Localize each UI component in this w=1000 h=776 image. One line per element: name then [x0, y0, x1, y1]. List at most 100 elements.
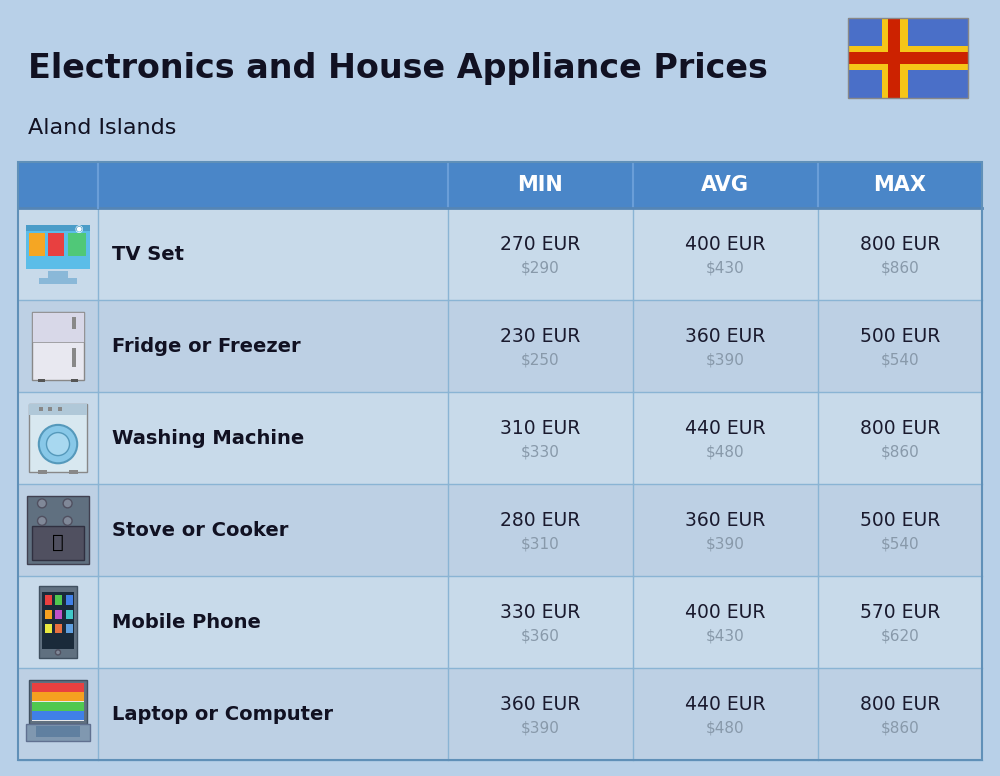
- Bar: [29, 404, 87, 473]
- Text: MIN: MIN: [517, 175, 563, 195]
- Circle shape: [39, 425, 77, 463]
- Text: 360 EUR: 360 EUR: [685, 511, 766, 529]
- Bar: [38, 379, 45, 383]
- Text: Washing Machine: Washing Machine: [112, 428, 304, 448]
- Bar: [18, 300, 982, 392]
- Text: 280 EUR: 280 EUR: [500, 511, 581, 529]
- Circle shape: [63, 516, 72, 525]
- Text: $540: $540: [881, 536, 919, 552]
- Bar: [36, 726, 80, 736]
- Bar: [72, 317, 76, 328]
- Bar: [48, 233, 64, 255]
- Text: 500 EUR: 500 EUR: [860, 327, 940, 345]
- Bar: [42, 591, 74, 649]
- Text: AVG: AVG: [701, 175, 749, 195]
- Text: $290: $290: [521, 261, 560, 275]
- Text: 570 EUR: 570 EUR: [860, 602, 940, 622]
- Text: $390: $390: [521, 720, 560, 736]
- Bar: [32, 692, 84, 702]
- Bar: [26, 225, 90, 269]
- Text: $430: $430: [706, 629, 745, 643]
- Text: $430: $430: [706, 261, 745, 275]
- Text: 360 EUR: 360 EUR: [500, 695, 581, 713]
- Bar: [18, 162, 982, 208]
- Text: $250: $250: [521, 352, 560, 368]
- Bar: [69, 470, 78, 473]
- Text: $480: $480: [706, 720, 745, 736]
- Bar: [848, 18, 968, 98]
- Bar: [45, 624, 52, 633]
- Text: $330: $330: [521, 445, 560, 459]
- Bar: [18, 484, 982, 576]
- Bar: [848, 46, 968, 70]
- Bar: [45, 610, 52, 619]
- Bar: [32, 312, 84, 342]
- Text: 🔥: 🔥: [52, 532, 64, 552]
- Bar: [26, 225, 90, 231]
- Text: 270 EUR: 270 EUR: [500, 234, 581, 254]
- Bar: [66, 595, 73, 605]
- Circle shape: [63, 499, 72, 508]
- Text: MAX: MAX: [874, 175, 926, 195]
- Bar: [32, 526, 84, 560]
- Bar: [18, 576, 982, 668]
- Bar: [55, 610, 62, 619]
- Text: $390: $390: [706, 536, 745, 552]
- Bar: [66, 610, 73, 619]
- Bar: [32, 683, 84, 692]
- Text: Stove or Cooker: Stove or Cooker: [112, 521, 288, 539]
- Bar: [32, 702, 84, 711]
- Text: Fridge or Freezer: Fridge or Freezer: [112, 337, 301, 355]
- Bar: [18, 208, 982, 300]
- Bar: [58, 407, 62, 411]
- Text: 440 EUR: 440 EUR: [685, 418, 766, 438]
- Text: 800 EUR: 800 EUR: [860, 418, 940, 438]
- Text: $480: $480: [706, 445, 745, 459]
- Bar: [48, 407, 52, 411]
- Text: $860: $860: [881, 445, 919, 459]
- Bar: [848, 18, 968, 98]
- Bar: [32, 712, 84, 720]
- Text: $310: $310: [521, 536, 560, 552]
- Text: $540: $540: [881, 352, 919, 368]
- Text: TV Set: TV Set: [112, 244, 184, 264]
- Text: Laptop or Computer: Laptop or Computer: [112, 705, 333, 723]
- Text: $620: $620: [881, 629, 919, 643]
- Text: 330 EUR: 330 EUR: [500, 602, 581, 622]
- Circle shape: [55, 650, 61, 655]
- Bar: [882, 18, 908, 98]
- Bar: [55, 624, 62, 633]
- Bar: [888, 18, 900, 98]
- Text: 400 EUR: 400 EUR: [685, 602, 766, 622]
- Bar: [39, 587, 77, 658]
- Bar: [18, 392, 982, 484]
- Circle shape: [46, 432, 70, 456]
- Text: 800 EUR: 800 EUR: [860, 234, 940, 254]
- Bar: [71, 379, 78, 383]
- Bar: [848, 51, 968, 64]
- Text: 400 EUR: 400 EUR: [685, 234, 766, 254]
- Circle shape: [38, 516, 46, 525]
- Text: $860: $860: [881, 720, 919, 736]
- Bar: [32, 312, 84, 380]
- Bar: [55, 595, 62, 605]
- Bar: [48, 271, 68, 279]
- Bar: [18, 668, 982, 760]
- Text: 310 EUR: 310 EUR: [500, 418, 581, 438]
- Bar: [18, 162, 982, 760]
- Text: ◉: ◉: [74, 224, 83, 234]
- Bar: [29, 404, 87, 415]
- Bar: [39, 279, 77, 284]
- Text: $860: $860: [881, 261, 919, 275]
- Bar: [27, 496, 89, 564]
- Text: Mobile Phone: Mobile Phone: [112, 612, 261, 632]
- Text: $360: $360: [521, 629, 560, 643]
- Bar: [39, 407, 43, 411]
- Text: Electronics and House Appliance Prices: Electronics and House Appliance Prices: [28, 52, 768, 85]
- Bar: [66, 624, 73, 633]
- Text: Aland Islands: Aland Islands: [28, 118, 176, 138]
- Text: 230 EUR: 230 EUR: [500, 327, 581, 345]
- Bar: [29, 233, 45, 255]
- Text: 440 EUR: 440 EUR: [685, 695, 766, 713]
- Bar: [45, 595, 52, 605]
